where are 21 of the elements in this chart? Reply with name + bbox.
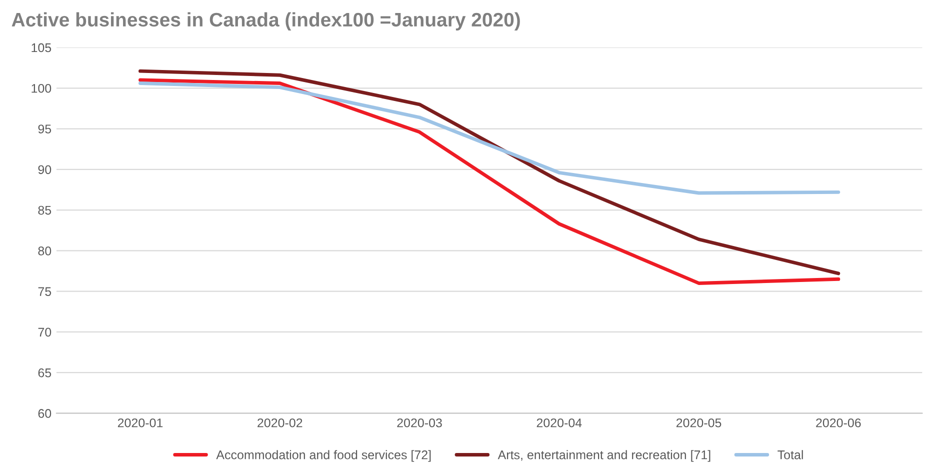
line-series (138, 82, 840, 195)
y-tick-label: 105 (32, 43, 52, 52)
y-tick-label: 95 (38, 124, 52, 134)
x-tick-label: 2020-05 (676, 418, 722, 428)
x-tick-label: 2020-04 (536, 418, 582, 428)
y-tick-label: 75 (38, 287, 52, 296)
legend-label: Arts, entertainment and recreation [71] (498, 450, 710, 462)
y-tick-label: 65 (38, 368, 52, 378)
legend-label: Total (778, 450, 803, 460)
x-tick-label: 2020-03 (397, 418, 442, 428)
y-tick-label: 60 (38, 409, 52, 418)
x-tick-label: 2020-06 (816, 418, 861, 428)
y-tick-label: 100 (32, 84, 52, 93)
y-tick-label: 85 (38, 206, 52, 215)
legend-label: Accommodation and food services [72] (216, 450, 431, 462)
chart-title: Active businesses in Canada (index100 =January 2020) (12, 12, 520, 30)
x-tick-label: 2020-01 (118, 418, 163, 428)
x-tick-label: 2020-02 (258, 418, 302, 428)
y-tick-label: 70 (38, 328, 52, 337)
y-tick-label: 80 (38, 246, 52, 256)
y-tick-label: 90 (38, 165, 52, 174)
